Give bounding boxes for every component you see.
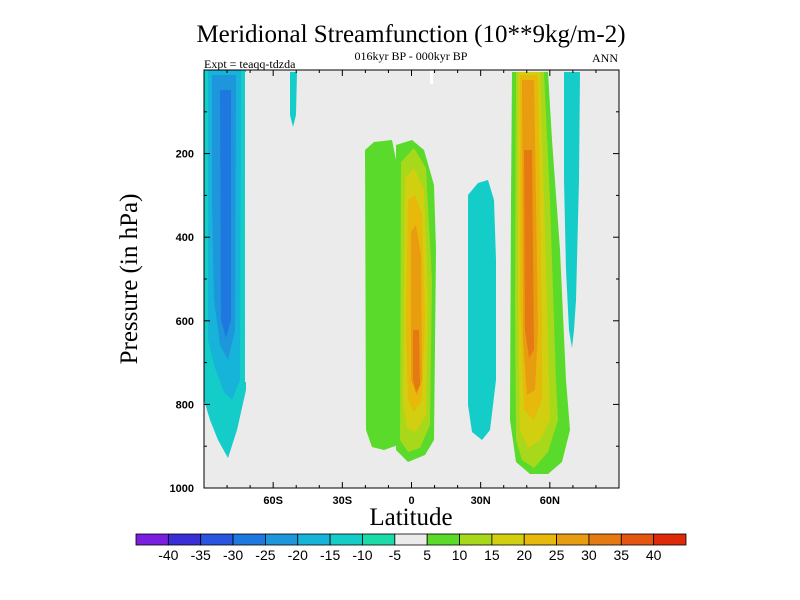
colorbar-swatch bbox=[653, 533, 687, 546]
colorbar-label: 40 bbox=[646, 547, 662, 563]
colorbar-swatch bbox=[297, 533, 331, 546]
colorbar-label: -25 bbox=[255, 547, 275, 563]
contour-gap-nh bbox=[430, 70, 433, 84]
colorbar-swatch bbox=[588, 533, 622, 546]
colorbar-swatch bbox=[329, 533, 363, 546]
y-axis: 200 400 600 800 1000 bbox=[170, 111, 619, 495]
colorbar-label: 25 bbox=[549, 547, 565, 563]
contour-pos-5-tropics-left bbox=[365, 140, 398, 450]
colorbar-swatch bbox=[620, 533, 655, 546]
colorbar-swatch bbox=[491, 533, 525, 546]
colorbar-label: 15 bbox=[484, 547, 500, 563]
y-tick-label: 400 bbox=[176, 232, 194, 244]
y-tick-label: 600 bbox=[176, 316, 194, 328]
colorbar-label: -10 bbox=[352, 547, 372, 563]
colorbar-label: -20 bbox=[288, 547, 308, 563]
x-tick-label: 60N bbox=[540, 495, 560, 507]
chart-subtitle-left: Expt = teaqq-tdzda bbox=[204, 57, 296, 71]
colorbar-label: 5 bbox=[423, 547, 431, 563]
colorbar-swatch bbox=[200, 533, 234, 546]
x-tick-label: 30N bbox=[471, 495, 491, 507]
y-tick-label: 1000 bbox=[170, 483, 194, 495]
colorbar-label: 10 bbox=[452, 547, 468, 563]
colorbar-swatch bbox=[426, 533, 460, 546]
chart-title: Meridional Streamfunction (10**9kg/m-2) bbox=[196, 21, 625, 48]
chart-subtitle-center: 016kyr BP - 000kyr BP bbox=[355, 49, 468, 63]
x-axis-label: Latitude bbox=[369, 504, 452, 531]
colorbar-label: -30 bbox=[223, 547, 243, 563]
colorbar-swatch bbox=[232, 533, 266, 546]
x-tick-label: 30S bbox=[333, 495, 353, 507]
contour-neg-5-nh-subtropics bbox=[468, 180, 496, 440]
colorbar-label: -35 bbox=[191, 547, 211, 563]
contour-gap-sh bbox=[245, 72, 250, 382]
colorbar: -40 -35 -30 -25 -20 -15 -10 -5 5 10 15 20 25 30 35 40 bbox=[135, 533, 687, 563]
x-tick-label: 0 bbox=[408, 495, 414, 507]
colorbar-swatch bbox=[556, 533, 590, 546]
colorbar-label: 20 bbox=[516, 547, 532, 563]
colorbar-label: -5 bbox=[389, 547, 402, 563]
colorbar-swatch bbox=[394, 533, 428, 546]
y-tick-label: 800 bbox=[176, 399, 194, 411]
contour-neg-5-strip bbox=[290, 72, 297, 127]
colorbar-swatch bbox=[167, 533, 202, 546]
x-tick-label: 60S bbox=[263, 495, 283, 507]
x-axis: 60S 30S 0 30N 60N bbox=[226, 70, 597, 507]
contour-neg-20-sh bbox=[220, 90, 231, 338]
colorbar-label: -40 bbox=[158, 547, 178, 563]
colorbar-swatch bbox=[135, 533, 169, 546]
colorbar-swatch bbox=[265, 533, 299, 546]
contour-fills bbox=[204, 70, 580, 474]
contour-neg-5-nh-subpolar bbox=[564, 72, 580, 348]
colorbar-label: -15 bbox=[320, 547, 340, 563]
y-tick-label: 200 bbox=[176, 149, 194, 161]
y-axis-label: Pressure (in hPa) bbox=[116, 194, 143, 365]
chart-subtitle-right: ANN bbox=[592, 51, 618, 65]
colorbar-swatch bbox=[362, 533, 396, 546]
contour-pos-30-nh-midlat bbox=[524, 150, 534, 358]
colorbar-label: 35 bbox=[614, 547, 630, 563]
colorbar-swatch bbox=[523, 533, 557, 546]
contour-pos-30-equator bbox=[413, 330, 420, 392]
colorbar-label: 30 bbox=[581, 547, 597, 563]
colorbar-swatch bbox=[459, 533, 493, 546]
